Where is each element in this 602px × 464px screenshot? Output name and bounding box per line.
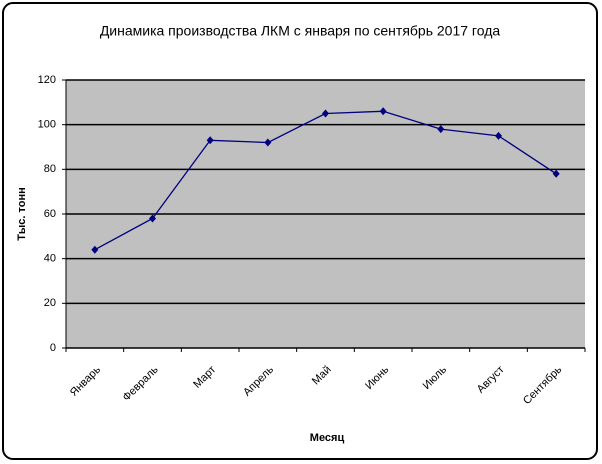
data-point [552,169,560,178]
y-tick-label: 0 [50,342,56,354]
data-point [322,109,329,118]
data-point [495,131,502,140]
data-point [149,214,156,223]
data-point [264,138,272,147]
y-tick-label: 120 [38,74,56,86]
y-axis-title: Тыс. тонн [16,187,28,240]
y-tick-label: 20 [44,297,56,309]
y-tick-label: 40 [44,253,56,265]
chart-title: Динамика производства ЛКМ с января по се… [100,23,501,39]
y-tick-label: 100 [38,119,56,131]
y-tick-label: 80 [44,163,56,175]
data-point [379,107,387,116]
data-point [91,245,99,254]
x-axis-title: Месяц [310,432,345,444]
data-point [206,136,214,145]
y-tick-label: 60 [44,208,56,220]
data-point [437,125,445,134]
